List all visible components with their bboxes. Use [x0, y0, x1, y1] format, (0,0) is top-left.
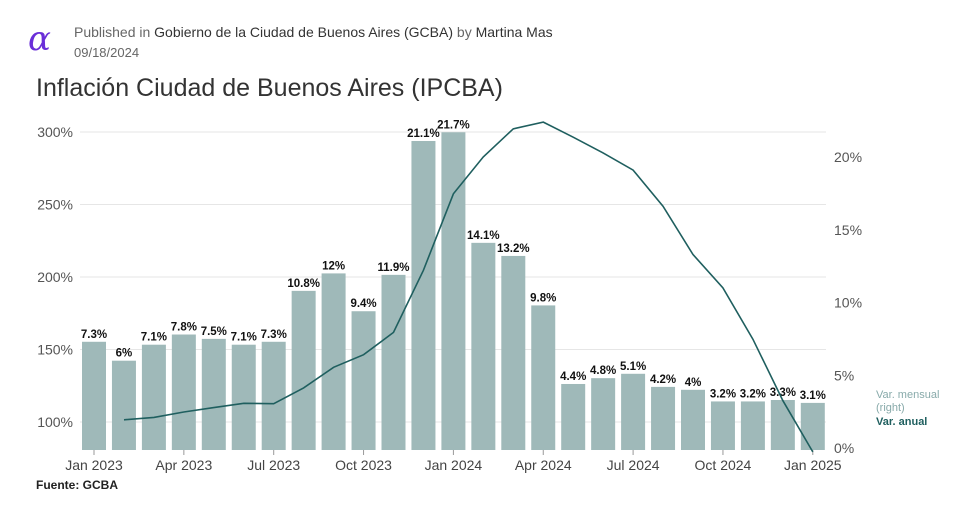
bar-data-label: 4% [685, 377, 702, 389]
x-tick-label: Jul 2024 [607, 457, 660, 473]
bar [621, 373, 646, 450]
y-left-tick-label: 200% [37, 269, 73, 285]
publisher-link[interactable]: Gobierno de la Ciudad de Buenos Aires (G… [154, 24, 454, 40]
bar-data-label: 14.1% [467, 230, 500, 242]
bar-data-label: 21.1% [407, 128, 440, 140]
x-tick-label: Oct 2024 [695, 457, 752, 473]
bar [651, 386, 676, 450]
bar [201, 338, 226, 450]
annual-series-line [123, 121, 814, 453]
bar-data-label: 9.4% [350, 298, 376, 310]
bar [261, 341, 286, 450]
bar-data-label: 7.1% [141, 332, 167, 344]
bar-data-label: 12% [322, 260, 345, 272]
x-tick-label: Apr 2024 [515, 457, 572, 473]
y-left-tick-label: 250% [37, 197, 73, 213]
legend-mensual: Var. mensual (right) [876, 389, 940, 414]
bar-data-label: 4.8% [590, 365, 616, 377]
bar [381, 274, 406, 450]
bar [800, 402, 825, 450]
x-tick-label: Jan 2023 [65, 457, 123, 473]
y-left-tick-label: 100% [37, 414, 73, 430]
y-right-tick-label: 20% [834, 149, 862, 165]
bar [531, 305, 556, 450]
bar-data-label: 21.7% [437, 119, 470, 131]
bar-data-label: 13.2% [497, 243, 530, 255]
source-note: Fuente: GCBA [36, 478, 118, 492]
by-text: by [456, 24, 472, 40]
bar-data-label: 9.8% [530, 292, 556, 304]
bar [231, 344, 256, 450]
bar [441, 132, 466, 450]
bar [171, 334, 196, 450]
x-tick-label: Jul 2023 [247, 457, 300, 473]
bar [561, 383, 586, 450]
bar-data-label: 7.3% [261, 329, 287, 341]
publish-date: 09/18/2024 [74, 45, 140, 60]
bar-data-label: 4.2% [650, 374, 676, 386]
bar-data-label: 7.5% [201, 326, 227, 338]
legend-anual: Var. anual [876, 416, 928, 428]
bar-data-label: 7.8% [171, 322, 197, 334]
author-link[interactable]: Martina Mas [475, 24, 553, 40]
bar-data-label: 6% [116, 348, 133, 360]
y-right-tick-label: 10% [834, 295, 862, 311]
bar-data-label: 3.2% [710, 388, 736, 400]
x-tick-label: Oct 2023 [335, 457, 392, 473]
bar [710, 401, 735, 450]
y-left-tick-label: 150% [37, 342, 73, 358]
bar-data-label: 11.9% [378, 262, 410, 274]
publish-line: Published in Gobierno de la Ciudad de Bu… [74, 24, 553, 40]
bar [291, 290, 316, 450]
alpha-logo-icon[interactable]: α [26, 22, 60, 56]
y-right-tick-label: 15% [834, 222, 862, 238]
y-right-tick-label: 5% [834, 367, 854, 383]
bar-data-label: 7.3% [81, 329, 107, 341]
bar [411, 140, 436, 450]
x-tick-label: Apr 2023 [155, 457, 212, 473]
bar-data-label: 7.1% [231, 332, 257, 344]
bar-data-label: 5.1% [620, 361, 646, 373]
bar [501, 255, 526, 450]
bar [351, 311, 376, 450]
y-right-tick-label: 0% [834, 440, 854, 456]
bar [740, 401, 765, 450]
bar [681, 389, 705, 450]
bar [591, 378, 616, 450]
bar-data-label: 3.2% [740, 388, 766, 400]
bar [111, 360, 136, 450]
x-tick-label: Jan 2025 [784, 457, 842, 473]
svg-text:α: α [28, 22, 51, 56]
bar [770, 399, 795, 450]
bar-data-label: 3.1% [800, 390, 826, 402]
bar [141, 344, 166, 450]
bar-data-label: 10.8% [287, 278, 320, 290]
bar [321, 273, 346, 450]
bar [471, 242, 496, 450]
bar [82, 341, 106, 450]
x-tick-label: Jan 2024 [425, 457, 483, 473]
chart-title: Inflación Ciudad de Buenos Aires (IPCBA) [36, 74, 503, 102]
published-prefix: Published in [74, 24, 151, 40]
bar-data-label: 4.4% [560, 371, 586, 383]
bar-data-label: 3.3% [770, 387, 796, 399]
y-left-tick-label: 300% [37, 124, 73, 140]
